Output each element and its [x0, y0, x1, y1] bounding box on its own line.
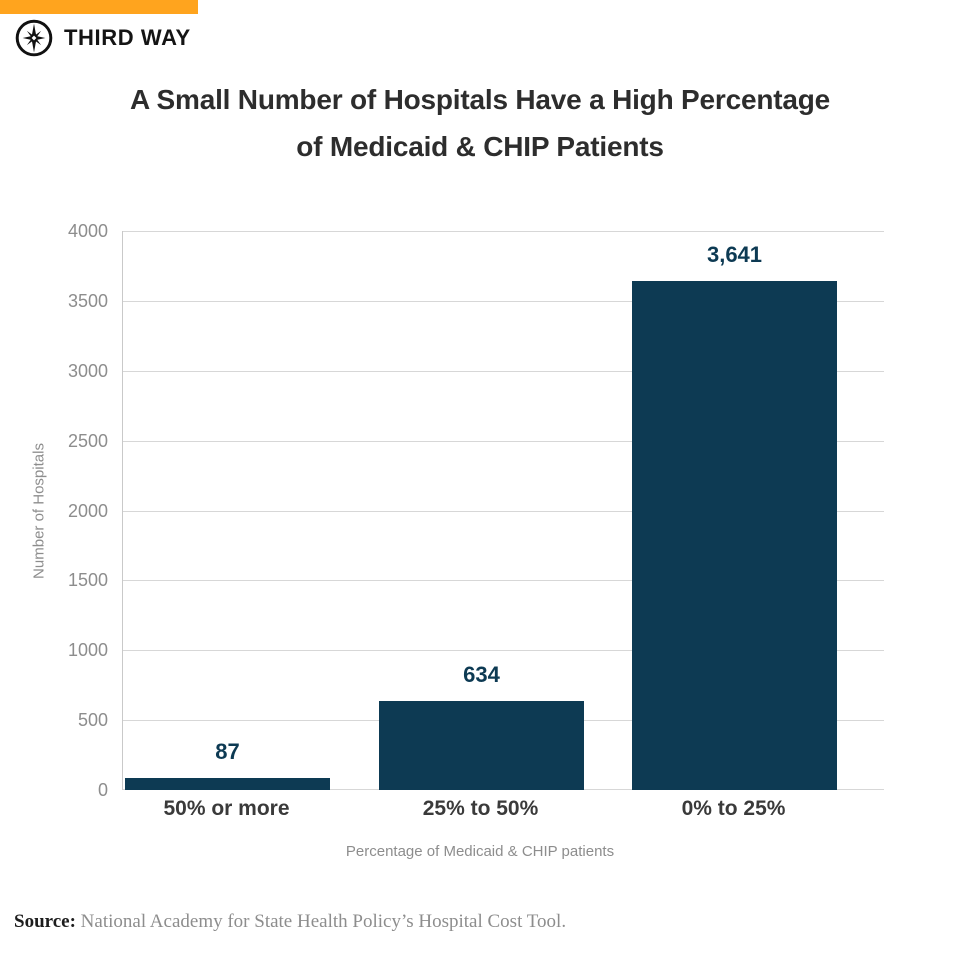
- bar-1: [379, 701, 584, 790]
- gridline-y-3000: [123, 370, 884, 372]
- y-tick-label-3000: 3000: [67, 360, 108, 381]
- brand-name: THIRD WAY: [64, 25, 191, 50]
- gridline-y-1500: [123, 580, 884, 582]
- compass-star-icon: [13, 17, 55, 59]
- gridline-y-2500: [123, 440, 884, 442]
- y-tick-label-1500: 1500: [67, 570, 108, 591]
- y-tick-label-4000: 4000: [67, 221, 108, 241]
- x-tick-label-0: 50% or more: [163, 797, 290, 820]
- source-label: Source:: [14, 911, 76, 932]
- bar-value-label-2: 3,641: [706, 242, 763, 267]
- y-tick-label-1000: 1000: [67, 640, 108, 661]
- gridline-y-2000: [123, 510, 884, 512]
- bar-2: [632, 281, 837, 790]
- gridline-y-4000: [123, 231, 884, 232]
- bar-value-label-0: 87: [215, 739, 240, 764]
- y-tick-label-3500: 3500: [67, 290, 108, 311]
- page-title-line1: A Small Number of Hospitals Have a High …: [129, 84, 831, 115]
- gridline-y-3500: [123, 300, 884, 302]
- source-note: Source: National Academy for State Healt…: [14, 911, 566, 933]
- x-tick-label-1: 25% to 50%: [422, 797, 539, 820]
- y-tick-label-2500: 2500: [67, 430, 108, 451]
- bar-chart-plot-area: 87 634 3,641: [122, 231, 884, 790]
- y-tick-label-2000: 2000: [67, 500, 108, 521]
- bar-0: [125, 778, 330, 790]
- y-tick-label-500: 500: [77, 710, 108, 731]
- page-title-line2: of Medicaid & CHIP Patients: [296, 131, 664, 162]
- x-tick-label-2: 0% to 25%: [681, 797, 786, 820]
- y-tick-label-0: 0: [97, 780, 108, 800]
- brand-accent-bar: [0, 0, 198, 14]
- x-axis-title: Percentage of Medicaid & CHIP patients: [345, 843, 615, 860]
- bar-value-label-1: 634: [463, 662, 500, 687]
- source-text: National Academy for State Health Policy…: [75, 911, 567, 932]
- brand-logo: THIRD WAY: [13, 17, 191, 59]
- gridline-y-1000: [123, 650, 884, 652]
- page-title: A Small Number of Hospitals Have a High …: [0, 76, 960, 170]
